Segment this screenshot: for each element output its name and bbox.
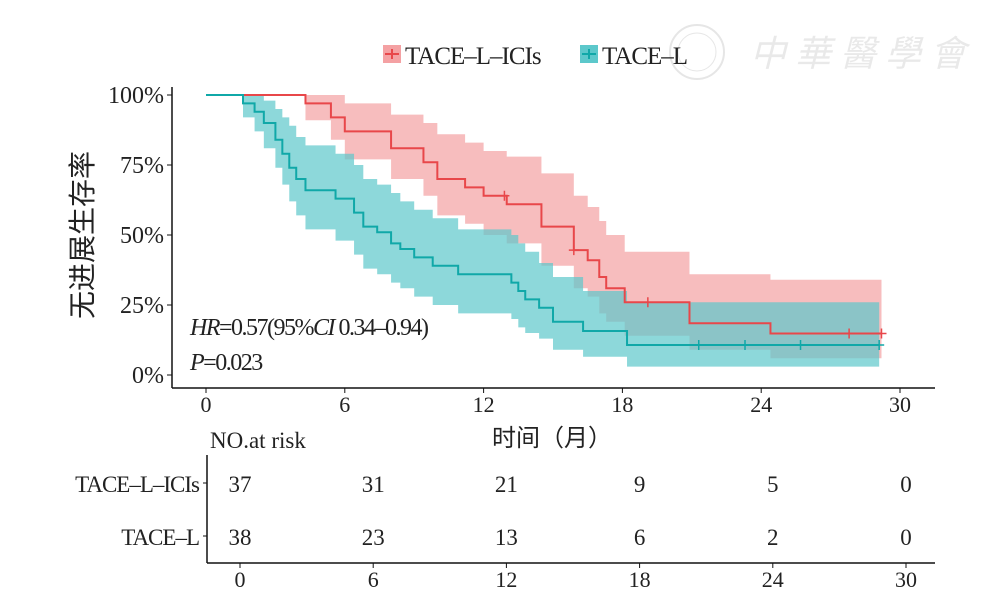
y-tick-label: 0% (132, 363, 164, 389)
x-tick-label: 12 (473, 392, 495, 417)
survival-curve-tace-l-icis (206, 94, 882, 335)
x-tick-label: 30 (889, 392, 911, 417)
risk-x-tick-label: 24 (762, 567, 784, 592)
x-tick-label: 18 (611, 392, 633, 417)
risk-count-tace-l: 13 (495, 525, 518, 550)
censor-mark-tace-l-icis (568, 245, 579, 256)
risk-x-tick-label: 0 (235, 567, 246, 592)
risk-x-tick-label: 18 (629, 567, 651, 592)
x-axis-label: 时间（月） (492, 425, 612, 452)
y-tick-label: 25% (120, 293, 164, 319)
risk-count-tace-l: 0 (900, 525, 912, 550)
risk-row-label-tace-l: TACE–L (121, 525, 199, 550)
censor-mark-tace-l-icis (642, 297, 653, 308)
hr-annotation: HR=0.57(95%CI 0.34–0.94) (189, 315, 428, 341)
risk-count-tace-l: 2 (767, 525, 779, 550)
legend: TACE–L–ICIs TACE–L (383, 43, 688, 70)
risk-count-tace-l-icis: 37 (229, 472, 252, 497)
censor-mark-tace-l (693, 340, 704, 351)
y-tick-label: 100% (108, 83, 164, 109)
survival-curve-tace-l (206, 94, 880, 347)
risk-x-tick-label: 30 (895, 567, 917, 592)
risk-count-tace-l-icis: 21 (495, 472, 518, 497)
censor-mark-tace-l-icis (876, 328, 887, 339)
watermark-logo: 中 華 醫 學 會 (669, 24, 971, 80)
watermark-text: 中 華 醫 學 會 (750, 34, 971, 74)
legend-marker-tace-l-icis (385, 49, 399, 59)
risk-count-tace-l: 6 (634, 525, 646, 550)
p-value-annotation: P=0.023 (189, 350, 263, 376)
risk-count-tace-l-icis: 0 (900, 472, 912, 497)
risk-count-tace-l: 38 (229, 525, 252, 550)
risk-x-tick-label: 6 (368, 567, 379, 592)
censor-mark-tace-l (874, 340, 885, 351)
risk-row-label-tace-l-icis: TACE–L–ICIs (75, 472, 200, 497)
y-tick-label: 75% (120, 153, 164, 179)
x-tick-label: 24 (750, 392, 772, 417)
x-tick-label: 6 (339, 392, 350, 417)
y-tick-label: 50% (120, 223, 164, 249)
risk-count-tace-l-icis: 31 (362, 472, 385, 497)
censor-mark-tace-l-icis (844, 328, 855, 339)
censor-mark-tace-l (740, 340, 751, 351)
risk-count-tace-l: 23 (362, 525, 385, 550)
risk-table: TACE–L–ICIs 37 31 21 9 5 0 TACE–L 38 23 13 6 2 0 0 6 12 1… (75, 455, 935, 592)
risk-count-tace-l-icis: 9 (634, 472, 646, 497)
y-axis-label: 无进展生存率 (67, 151, 99, 319)
x-tick-label: 0 (201, 392, 212, 417)
risk-count-tace-l-icis: 5 (767, 472, 779, 497)
legend-marker-tace-l (582, 49, 596, 59)
censor-mark-tace-l-icis (499, 190, 510, 201)
legend-label-tace-l: TACE–L (602, 43, 687, 70)
censor-mark-tace-l (795, 340, 806, 351)
plot-area: 0% 25% 50% 75% 100% 0 6 12 18 24 30 (108, 83, 935, 417)
risk-x-tick-label: 12 (495, 567, 517, 592)
legend-label-tace-l-icis: TACE–L–ICIs (405, 43, 541, 70)
risk-table-title: NO.at risk (210, 428, 306, 453)
